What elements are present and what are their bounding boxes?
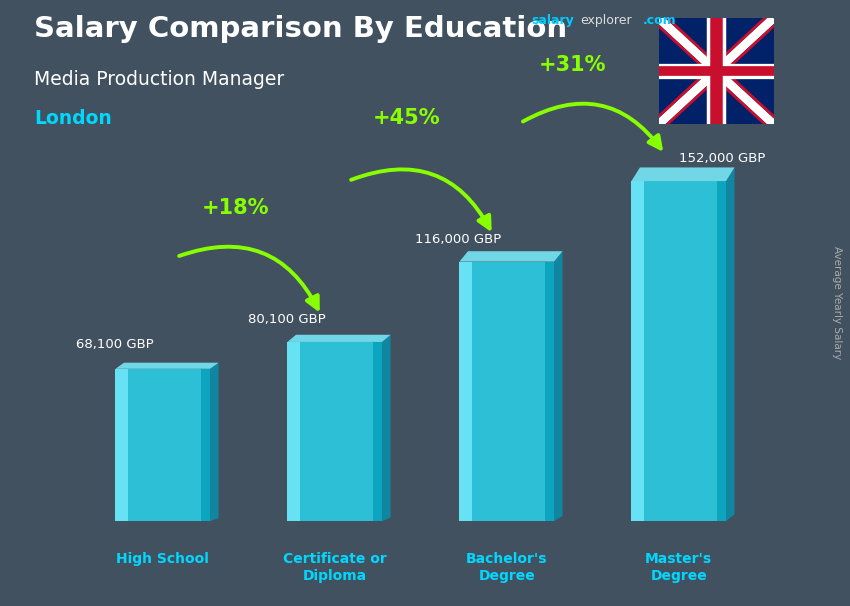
Text: .com: .com xyxy=(643,14,677,27)
Text: Certificate or
Diploma: Certificate or Diploma xyxy=(283,553,387,583)
Bar xyxy=(545,262,554,521)
Polygon shape xyxy=(382,335,390,521)
Polygon shape xyxy=(554,251,563,521)
Bar xyxy=(717,181,726,521)
Text: 68,100 GBP: 68,100 GBP xyxy=(76,338,154,351)
Bar xyxy=(460,262,554,521)
Text: 80,100 GBP: 80,100 GBP xyxy=(247,313,326,326)
Text: +31%: +31% xyxy=(538,55,606,75)
Bar xyxy=(287,342,382,521)
Polygon shape xyxy=(287,335,390,342)
Text: 116,000 GBP: 116,000 GBP xyxy=(416,233,501,246)
Text: explorer: explorer xyxy=(581,14,632,27)
Text: London: London xyxy=(34,109,111,128)
Bar xyxy=(201,369,210,521)
Bar xyxy=(632,181,643,521)
Bar xyxy=(116,369,128,521)
Bar xyxy=(632,181,726,521)
Text: Salary Comparison By Education: Salary Comparison By Education xyxy=(34,15,567,43)
Bar xyxy=(287,342,300,521)
Text: High School: High School xyxy=(116,553,209,567)
Polygon shape xyxy=(116,362,218,369)
Text: Average Yearly Salary: Average Yearly Salary xyxy=(832,247,842,359)
Text: +18%: +18% xyxy=(201,198,269,218)
Text: Media Production Manager: Media Production Manager xyxy=(34,70,284,88)
Polygon shape xyxy=(210,362,218,521)
Polygon shape xyxy=(460,251,563,262)
Text: Master's
Degree: Master's Degree xyxy=(645,553,712,583)
Text: +45%: +45% xyxy=(373,108,441,128)
Text: salary: salary xyxy=(531,14,574,27)
Text: Bachelor's
Degree: Bachelor's Degree xyxy=(466,553,547,583)
Bar xyxy=(116,369,210,521)
Polygon shape xyxy=(726,167,734,521)
Polygon shape xyxy=(632,167,734,181)
Bar xyxy=(372,342,382,521)
Bar xyxy=(460,262,472,521)
Text: 152,000 GBP: 152,000 GBP xyxy=(678,152,765,165)
